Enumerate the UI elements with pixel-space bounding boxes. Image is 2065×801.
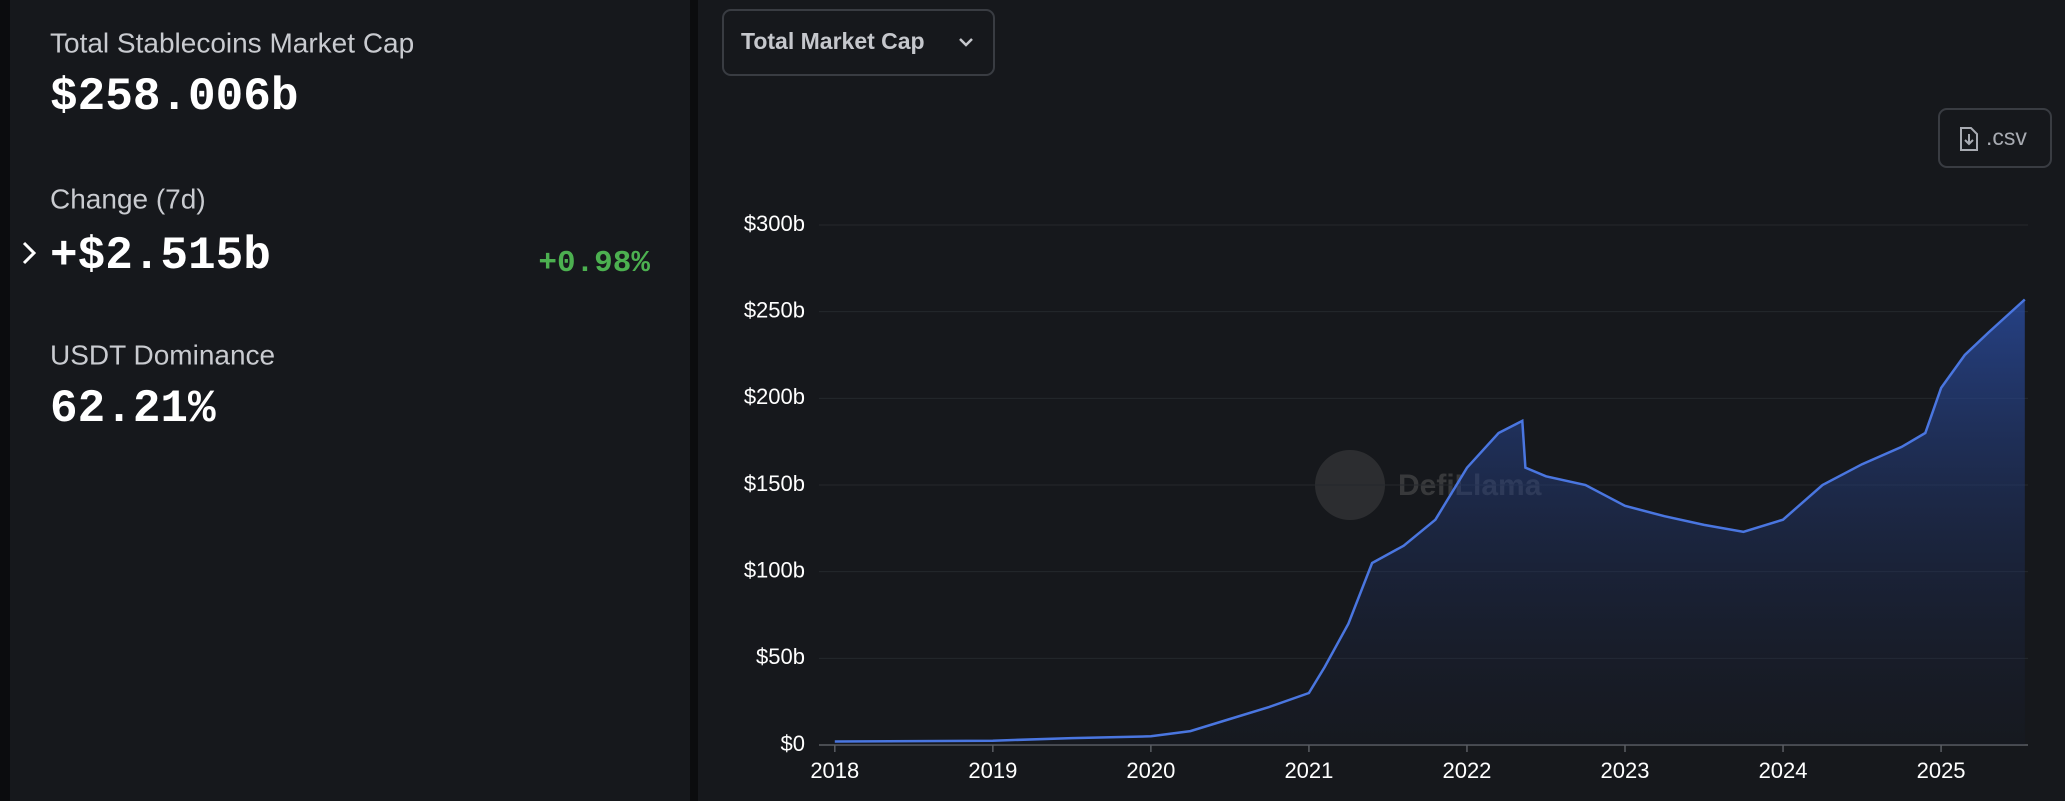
area-line xyxy=(834,298,2026,743)
plot: $0 $50b $100b $150b $200b $250b $300b 2018 2019 2… xyxy=(744,211,2028,783)
y-tick-label: $250b xyxy=(744,297,805,322)
x-tick-label: 2018 xyxy=(810,758,859,783)
dropdown-box[interactable] xyxy=(722,9,995,76)
x-tick-label: 2022 xyxy=(1442,758,1491,783)
change-percent: +0.98% xyxy=(538,246,650,281)
y-tick-label: $150b xyxy=(744,471,805,496)
stat-value: 62.21% xyxy=(50,383,216,435)
y-tick-label: $300b xyxy=(744,211,805,236)
left-strip xyxy=(0,0,10,801)
csv-box[interactable] xyxy=(1938,108,2052,168)
y-tick-label: $200b xyxy=(744,384,805,409)
expand-arrow[interactable] xyxy=(22,241,37,265)
csv-label[interactable]: .csv xyxy=(1986,124,2027,150)
area-fill xyxy=(834,299,2025,745)
x-tick-label: 2025 xyxy=(1917,758,1966,783)
x-tick-label: 2021 xyxy=(1284,758,1333,783)
x-tick-label: 2020 xyxy=(1126,758,1175,783)
dropdown[interactable]: Total Market Cap xyxy=(722,9,995,76)
stat-label: USDT Dominance xyxy=(50,339,275,370)
y-tick-label: $0 xyxy=(781,731,805,756)
chevron xyxy=(959,38,973,47)
x-tick-label: 2023 xyxy=(1601,758,1650,783)
csv-icon xyxy=(1960,127,1978,151)
stat-label: Total Stablecoins Market Cap xyxy=(50,27,414,58)
stat-value: $258.006b xyxy=(50,71,298,123)
stat-label: Change (7d) xyxy=(50,183,206,214)
stats-panel xyxy=(10,0,690,801)
csv-button[interactable]: .csv xyxy=(1938,108,2052,168)
x-tick-label: 2019 xyxy=(968,758,1017,783)
x-tick-label: 2024 xyxy=(1759,758,1808,783)
y-tick-label: $100b xyxy=(744,557,805,582)
dropdown-label[interactable]: Total Market Cap xyxy=(741,28,925,54)
y-tick-label: $50b xyxy=(756,644,805,669)
stat-value: +$2.515b xyxy=(50,230,271,282)
